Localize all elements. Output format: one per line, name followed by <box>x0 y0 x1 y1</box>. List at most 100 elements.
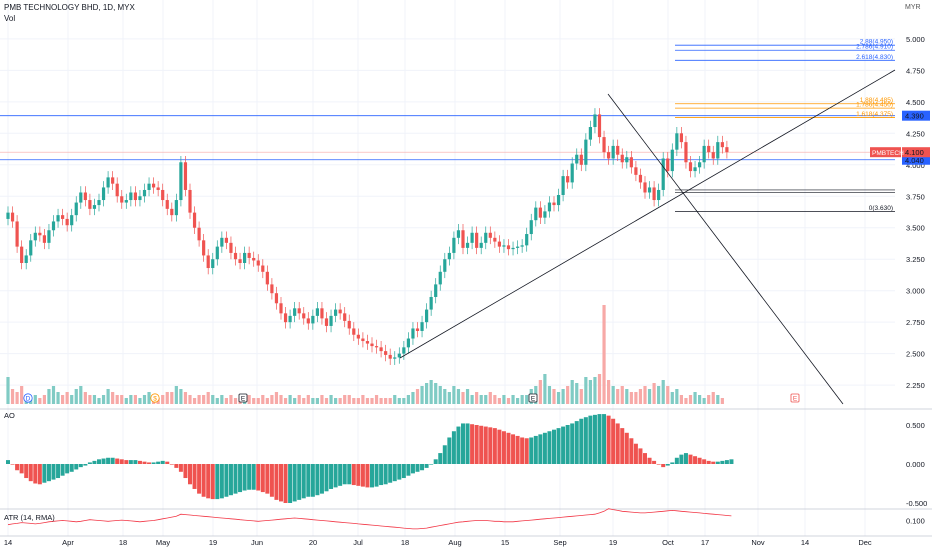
candle-body <box>229 242 233 253</box>
volume-bar <box>538 380 542 404</box>
candle <box>556 188 561 212</box>
volume-bar <box>115 395 119 404</box>
candle <box>270 278 274 300</box>
candle-body <box>629 157 633 168</box>
candle-body <box>634 167 638 175</box>
ao-bar <box>142 461 147 464</box>
candle <box>220 231 224 253</box>
candle <box>161 183 165 207</box>
candle-body <box>415 328 420 331</box>
volume-bar <box>374 395 379 404</box>
ao-bar <box>606 415 611 464</box>
event-marker[interactable]: E <box>238 393 248 403</box>
candle <box>465 236 470 255</box>
ao-bar <box>74 464 79 470</box>
volume-bar <box>447 392 451 404</box>
candle-body <box>233 252 238 260</box>
candle <box>347 314 351 335</box>
event-marker[interactable]: E <box>528 393 538 403</box>
candle <box>666 152 670 178</box>
price-badge-value: 4.100 <box>905 148 924 157</box>
price-badge-value: 4.390 <box>905 112 924 121</box>
volume-bar <box>561 389 565 404</box>
ao-bar <box>629 438 634 464</box>
candle <box>425 303 429 329</box>
volume-bar <box>79 386 83 404</box>
event-marker[interactable]: E <box>790 393 800 403</box>
ao-bar <box>124 460 129 464</box>
volume-bar <box>579 389 583 404</box>
candle-body <box>293 308 297 316</box>
volume-bar <box>657 386 661 404</box>
ao-bar <box>506 432 511 464</box>
ao-bar <box>633 443 638 464</box>
price-axis: 5.000 4.750 4.500 4.250 4.000 3.750 3.500 3.250… <box>906 35 927 526</box>
volume-bar <box>711 392 715 404</box>
candle <box>256 254 260 272</box>
ao-bar <box>542 432 547 464</box>
volume-bar <box>488 392 492 404</box>
candle-body <box>83 192 87 201</box>
symbol-badge <box>870 147 901 158</box>
volume-bar <box>611 386 615 404</box>
trendline-support[interactable] <box>399 69 896 359</box>
volume-bar <box>698 395 702 404</box>
volume-bar <box>461 392 465 404</box>
volume-bar <box>347 395 351 404</box>
ao-bar <box>33 464 38 484</box>
ao-bar <box>42 464 47 483</box>
candle <box>329 309 333 333</box>
ao-bar <box>228 464 233 496</box>
symbol-badge-text: PMBTECH <box>872 150 904 157</box>
event-marker[interactable]: $ <box>150 393 160 403</box>
candle-body <box>397 353 401 358</box>
volume-bar <box>693 392 697 404</box>
trendline-resistance[interactable] <box>607 93 844 405</box>
ao-bar <box>406 464 411 476</box>
candle-body <box>179 162 183 201</box>
volume-bar <box>129 395 133 404</box>
candle-body <box>288 315 292 323</box>
candle-body <box>111 177 115 184</box>
ao-bar <box>365 464 370 488</box>
time-tick-label: 14 <box>4 538 12 547</box>
ao-bar <box>570 423 575 464</box>
ao-bar <box>429 464 434 465</box>
volume-bar <box>575 383 579 404</box>
time-axis: 14 Apr 18 May 19 Jun 20 Jul 18 Aug 15 Sep 19 Oct 17 Nov… <box>4 538 872 547</box>
candle <box>538 201 542 224</box>
ao-bar <box>438 453 443 464</box>
candle-body <box>593 114 597 128</box>
earnings-marker-icon <box>238 393 248 403</box>
ao-bar <box>420 464 425 471</box>
ao-bar <box>711 461 716 464</box>
volume-bar <box>470 395 474 404</box>
ao-bar <box>374 464 379 487</box>
candle-body <box>693 167 697 172</box>
candle <box>247 246 251 265</box>
trendlines[interactable] <box>399 69 896 405</box>
candle <box>529 213 533 241</box>
ao-bar <box>251 464 256 490</box>
time-tick-label: 18 <box>119 538 127 547</box>
ao-bar <box>219 464 224 499</box>
ao-bar <box>324 464 329 492</box>
candle-body <box>133 192 137 201</box>
candle <box>443 252 447 279</box>
ao-bar <box>433 459 438 464</box>
ao-bar <box>210 464 215 500</box>
volume-bar <box>479 395 483 404</box>
candle <box>229 236 233 260</box>
candle-body <box>283 313 288 323</box>
event-marker[interactable]: D <box>23 393 33 403</box>
candle <box>452 231 456 260</box>
ao-bar <box>110 457 115 464</box>
ao-bar <box>174 464 179 468</box>
candle <box>324 312 329 333</box>
ao-bar <box>683 453 688 464</box>
volume-bar <box>716 395 720 404</box>
candle <box>238 252 242 270</box>
candle <box>83 186 87 207</box>
candle-body <box>20 246 24 263</box>
